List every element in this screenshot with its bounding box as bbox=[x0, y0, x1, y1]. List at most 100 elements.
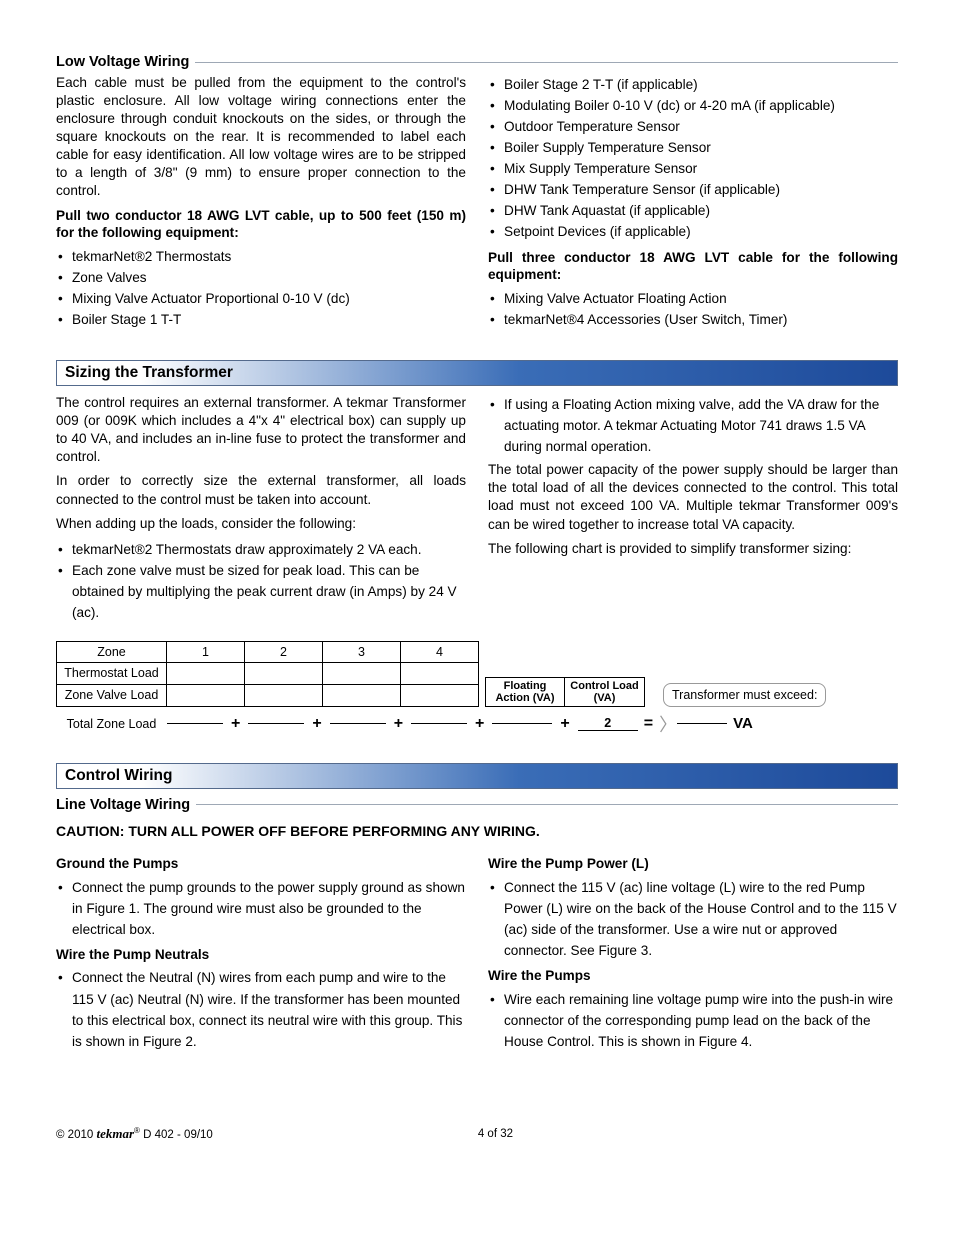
list-item: Mixing Valve Actuator Proportional 0-10 … bbox=[56, 288, 466, 309]
control-wiring-bar: Control Wiring bbox=[56, 763, 898, 789]
transformer-sizing-chart: Zone 1 2 3 4 Thermostat Load Zone Valve … bbox=[56, 641, 898, 737]
footer-left: © 2010 tekmar® D 402 - 09/10 bbox=[56, 1126, 213, 1142]
floating-action-header: Floating Action (VA) bbox=[485, 677, 565, 707]
list-item: Setpoint Devices (if applicable) bbox=[488, 221, 898, 242]
blank bbox=[167, 684, 245, 706]
plus-icon: + bbox=[467, 715, 492, 733]
blank bbox=[323, 684, 401, 706]
ground-pumps-b: Connect the pump grounds to the power su… bbox=[56, 877, 466, 940]
col-4: 4 bbox=[401, 641, 479, 662]
page-number: 4 of 32 bbox=[478, 1128, 513, 1140]
fill-line bbox=[248, 723, 304, 724]
col-2: 2 bbox=[245, 641, 323, 662]
list-item: tekmarNet®2 Thermostats draw approximate… bbox=[56, 539, 466, 560]
lvw-left-col: Each cable must be pulled from the equip… bbox=[56, 74, 466, 334]
document-page: Low Voltage Wiring Each cable must be pu… bbox=[0, 0, 954, 1172]
fill-line bbox=[677, 723, 727, 724]
plus-icon: + bbox=[304, 715, 329, 733]
heading-rule bbox=[196, 804, 898, 805]
va-label: VA bbox=[733, 715, 753, 732]
fill-line bbox=[167, 723, 223, 724]
pump-power-h: Wire the Pump Power (L) bbox=[488, 855, 898, 873]
doc-id: D 402 - 09/10 bbox=[143, 1129, 213, 1141]
list-item: DHW Tank Temperature Sensor (if applicab… bbox=[488, 179, 898, 200]
list-item: Mixing Valve Actuator Floating Action bbox=[488, 288, 898, 309]
sizing-p1: The control requires an external transfo… bbox=[56, 394, 466, 466]
wire-neutrals-b: Connect the Neutral (N) wires from each … bbox=[56, 967, 466, 1051]
lvw-right-col: Boiler Stage 2 T-T (if applicable) Modul… bbox=[488, 74, 898, 334]
plus-icon: + bbox=[386, 715, 411, 733]
zone-table: Zone 1 2 3 4 Thermostat Load Zone Valve … bbox=[56, 641, 479, 707]
reg-mark: ® bbox=[134, 1126, 140, 1135]
page-footer: © 2010 tekmar® D 402 - 09/10 4 of 32 bbox=[56, 1126, 898, 1142]
sizing-pr3: The following chart is provided to simpl… bbox=[488, 540, 898, 558]
list-item: Boiler Stage 1 T-T bbox=[56, 309, 466, 330]
zone-valve-load-label: Zone Valve Load bbox=[57, 684, 167, 706]
list-item: tekmarNet®4 Accessories (User Switch, Ti… bbox=[488, 309, 898, 330]
total-zone-load-label: Total Zone Load bbox=[56, 717, 167, 731]
sizing-p3: When adding up the loads, consider the f… bbox=[56, 515, 466, 533]
sizing-section-bar: Sizing the Transformer bbox=[56, 360, 898, 386]
cw-right: Wire the Pump Power (L) Connect the 115 … bbox=[488, 849, 898, 1056]
list-item: Zone Valves bbox=[56, 267, 466, 288]
list-item: Boiler Stage 2 T-T (if applicable) bbox=[488, 74, 898, 95]
heading-rule bbox=[195, 62, 898, 63]
control-load-value: 2 bbox=[578, 716, 638, 731]
list-item: Outdoor Temperature Sensor bbox=[488, 116, 898, 137]
wire-pumps-h: Wire the Pumps bbox=[488, 967, 898, 985]
col-3: 3 bbox=[323, 641, 401, 662]
list-item: Each zone valve must be sized for peak l… bbox=[56, 560, 466, 623]
lvw-pull2: Pull two conductor 18 AWG LVT cable, up … bbox=[56, 207, 466, 242]
sizing-right: If using a Floating Action mixing valve,… bbox=[488, 394, 898, 627]
cw-left: Ground the Pumps Connect the pump ground… bbox=[56, 849, 466, 1056]
blank bbox=[245, 662, 323, 684]
list-item: If using a Floating Action mixing valve,… bbox=[488, 394, 898, 457]
wire-neutrals-h: Wire the Pump Neutrals bbox=[56, 946, 466, 964]
fill-line bbox=[492, 723, 552, 724]
control-load-header: Control Load (VA) bbox=[565, 677, 645, 707]
sizing-pr2: The total power capacity of the power su… bbox=[488, 461, 898, 533]
low-voltage-columns: Each cable must be pulled from the equip… bbox=[56, 74, 898, 334]
list-item: tekmarNet®2 Thermostats bbox=[56, 246, 466, 267]
arrow-icon: 〉 bbox=[659, 711, 677, 737]
low-voltage-heading: Low Voltage Wiring bbox=[56, 54, 195, 70]
lvw-list3: Mixing Valve Actuator Floating Action te… bbox=[488, 288, 898, 330]
col-1: 1 bbox=[167, 641, 245, 662]
sizing-p2: In order to correctly size the external … bbox=[56, 472, 466, 508]
blank bbox=[401, 684, 479, 706]
lvw-list-right: Boiler Stage 2 T-T (if applicable) Modul… bbox=[488, 74, 898, 243]
list-item: DHW Tank Aquastat (if applicable) bbox=[488, 200, 898, 221]
caution-text: CAUTION: TURN ALL POWER OFF BEFORE PERFO… bbox=[56, 823, 898, 839]
blank bbox=[245, 684, 323, 706]
lvw-pull3: Pull three conductor 18 AWG LVT cable fo… bbox=[488, 249, 898, 284]
sizing-columns: The control requires an external transfo… bbox=[56, 394, 898, 627]
fill-line bbox=[411, 723, 467, 724]
brand-logo: tekmar bbox=[96, 1126, 134, 1141]
wire-pumps-b: Wire each remaining line voltage pump wi… bbox=[488, 989, 898, 1052]
list-item: Modulating Boiler 0-10 V (dc) or 4-20 mA… bbox=[488, 95, 898, 116]
transformer-label: Transformer must exceed: bbox=[663, 683, 826, 707]
zone-header: Zone bbox=[57, 641, 167, 662]
sizing-left: The control requires an external transfo… bbox=[56, 394, 466, 627]
line-voltage-heading-row: Line Voltage Wiring bbox=[56, 797, 898, 813]
lvw-intro: Each cable must be pulled from the equip… bbox=[56, 74, 466, 201]
sizing-bullets-right: If using a Floating Action mixing valve,… bbox=[488, 394, 898, 457]
plus-icon: + bbox=[223, 715, 248, 733]
pump-power-b: Connect the 115 V (ac) line voltage (L) … bbox=[488, 877, 898, 961]
sizing-bullets-left: tekmarNet®2 Thermostats draw approximate… bbox=[56, 539, 466, 623]
list-item: Boiler Supply Temperature Sensor bbox=[488, 137, 898, 158]
lvw-list2: tekmarNet®2 Thermostats Zone Valves Mixi… bbox=[56, 246, 466, 330]
equals-icon: = bbox=[638, 715, 659, 733]
line-voltage-heading: Line Voltage Wiring bbox=[56, 797, 196, 813]
copyright: © 2010 bbox=[56, 1129, 93, 1141]
plus-icon: + bbox=[552, 715, 577, 733]
list-item: Mix Supply Temperature Sensor bbox=[488, 158, 898, 179]
blank bbox=[401, 662, 479, 684]
ground-pumps-h: Ground the Pumps bbox=[56, 855, 466, 873]
low-voltage-heading-row: Low Voltage Wiring bbox=[56, 54, 898, 70]
blank bbox=[167, 662, 245, 684]
control-wiring-columns: Ground the Pumps Connect the pump ground… bbox=[56, 849, 898, 1056]
blank bbox=[323, 662, 401, 684]
fill-line bbox=[330, 723, 386, 724]
thermostat-load-label: Thermostat Load bbox=[57, 662, 167, 684]
